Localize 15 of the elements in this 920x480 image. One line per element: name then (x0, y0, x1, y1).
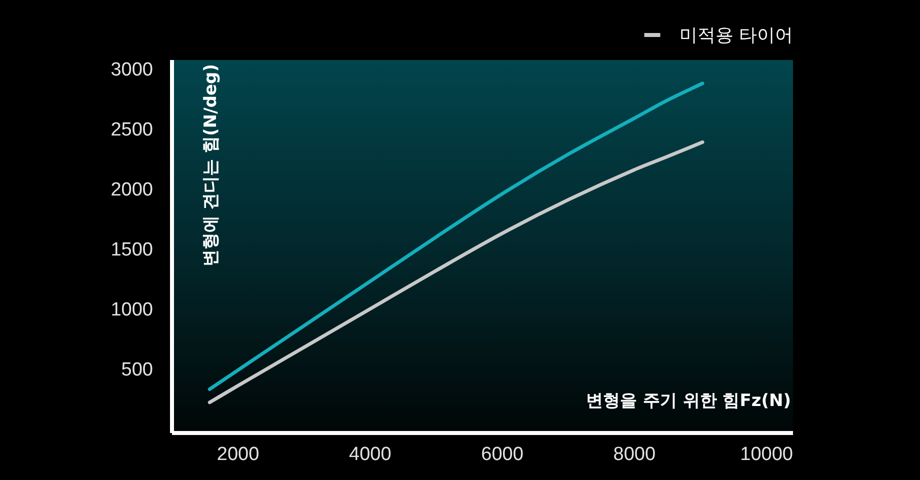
legend-label: 미적용 타이어 (679, 25, 793, 46)
x-tick-label: 2000 (216, 444, 260, 465)
ylabel: 변형에 견디는 힘(N/deg) (201, 64, 221, 267)
y-tick-label: 1500 (110, 239, 153, 260)
legend: 미적용 타이어 (644, 25, 793, 46)
y-tick-label: 1000 (110, 299, 153, 320)
x-tick-label: 4000 (349, 444, 392, 465)
y-tick-label: 500 (121, 359, 153, 380)
y-tick-label: 2500 (110, 120, 153, 141)
y-tick-label: 3000 (110, 60, 153, 81)
xlabel: 변형을 주기 위한 힘Fz(N) (586, 391, 791, 411)
x-tick-label: 10000 (740, 444, 793, 465)
x-tick-label: 8000 (613, 444, 656, 465)
x-tick-label: 6000 (481, 444, 524, 465)
y-tick-label: 2000 (110, 180, 153, 201)
